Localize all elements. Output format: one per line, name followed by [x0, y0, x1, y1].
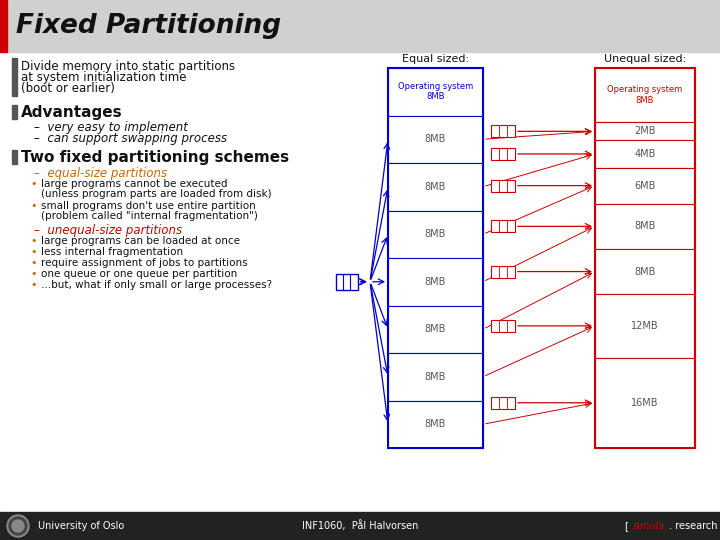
Bar: [491, 266, 515, 278]
Bar: [388, 353, 483, 401]
Text: 4MB: 4MB: [634, 149, 656, 159]
Text: University of Oslo: University of Oslo: [38, 521, 125, 531]
Text: –  equal-size partitions: – equal-size partitions: [34, 167, 167, 180]
Bar: [0, 0, 720, 52]
Text: Divide memory into static partitions: Divide memory into static partitions: [21, 60, 235, 73]
Text: 8MB: 8MB: [425, 419, 446, 429]
Circle shape: [12, 520, 24, 532]
Bar: [388, 306, 483, 353]
Text: •: •: [30, 236, 37, 246]
Bar: [491, 180, 515, 192]
Text: –  unequal-size partitions: – unequal-size partitions: [34, 224, 182, 237]
Text: 8MB: 8MB: [425, 372, 446, 382]
Text: •: •: [30, 280, 37, 290]
Bar: [595, 167, 695, 204]
Bar: [12, 58, 17, 96]
Bar: [0, 512, 720, 540]
Text: large programs can be loaded at once: large programs can be loaded at once: [41, 236, 240, 246]
Text: •: •: [30, 201, 37, 211]
Text: 8MB: 8MB: [634, 221, 656, 231]
Text: •: •: [30, 179, 37, 189]
Text: INF1060,  Pål Halvorsen: INF1060, Pål Halvorsen: [302, 521, 418, 531]
Text: ...but, what if only small or large processes?: ...but, what if only small or large proc…: [41, 280, 272, 290]
Bar: [0, 0, 7, 52]
Text: –  can support swapping process: – can support swapping process: [34, 132, 227, 145]
Text: 16MB: 16MB: [631, 398, 659, 408]
Bar: [595, 122, 695, 140]
Bar: [388, 116, 483, 163]
Bar: [388, 211, 483, 258]
Text: •: •: [30, 247, 37, 257]
Bar: [595, 68, 695, 448]
Text: Operating system
8MB: Operating system 8MB: [608, 85, 683, 105]
Bar: [491, 397, 515, 409]
Text: simula: simula: [633, 521, 665, 531]
Text: . research laboratory ]: . research laboratory ]: [666, 521, 720, 531]
Text: 2MB: 2MB: [634, 126, 656, 136]
Text: 12MB: 12MB: [631, 321, 659, 331]
Text: Advantages: Advantages: [21, 105, 122, 120]
Text: Equal sized:: Equal sized:: [402, 54, 469, 64]
Text: 8MB: 8MB: [634, 267, 656, 276]
Bar: [336, 274, 358, 290]
Text: 8MB: 8MB: [425, 276, 446, 287]
Bar: [595, 140, 695, 167]
Text: 6MB: 6MB: [634, 180, 656, 191]
Text: less internal fragmentation: less internal fragmentation: [41, 247, 183, 257]
Text: Operating system
8MB: Operating system 8MB: [398, 82, 473, 102]
Bar: [388, 401, 483, 448]
Text: –  very easy to implement: – very easy to implement: [34, 121, 188, 134]
Text: (problem called "internal fragmentation"): (problem called "internal fragmentation"…: [41, 211, 258, 221]
Bar: [491, 320, 515, 332]
Text: (boot or earlier): (boot or earlier): [21, 82, 115, 95]
Text: require assignment of jobs to partitions: require assignment of jobs to partitions: [41, 258, 248, 268]
Text: •: •: [30, 269, 37, 279]
Bar: [12, 150, 17, 164]
Bar: [388, 258, 483, 306]
Text: small programs don't use entire partition: small programs don't use entire partitio…: [41, 201, 256, 211]
Text: 8MB: 8MB: [425, 182, 446, 192]
Bar: [491, 148, 515, 160]
Text: Fixed Partitioning: Fixed Partitioning: [16, 13, 281, 39]
Bar: [595, 204, 695, 249]
Text: (unless program parts are loaded from disk): (unless program parts are loaded from di…: [41, 189, 271, 199]
Text: Two fixed partitioning schemes: Two fixed partitioning schemes: [21, 150, 289, 165]
Circle shape: [7, 515, 29, 537]
Bar: [388, 68, 483, 116]
Bar: [595, 294, 695, 357]
Bar: [388, 68, 483, 448]
Bar: [388, 163, 483, 211]
Bar: [595, 249, 695, 294]
Text: large programs cannot be executed: large programs cannot be executed: [41, 179, 228, 189]
Text: Unequal sized:: Unequal sized:: [604, 54, 686, 64]
Bar: [595, 68, 695, 122]
Circle shape: [9, 517, 27, 535]
Text: 8MB: 8MB: [425, 134, 446, 144]
Text: •: •: [30, 258, 37, 268]
Bar: [595, 357, 695, 448]
Bar: [491, 220, 515, 232]
Text: 8MB: 8MB: [425, 324, 446, 334]
Bar: [491, 125, 515, 137]
Bar: [12, 105, 17, 119]
Text: at system initialization time: at system initialization time: [21, 71, 186, 84]
Text: [: [: [625, 521, 632, 531]
Text: 8MB: 8MB: [425, 230, 446, 239]
Text: one queue or one queue per partition: one queue or one queue per partition: [41, 269, 238, 279]
